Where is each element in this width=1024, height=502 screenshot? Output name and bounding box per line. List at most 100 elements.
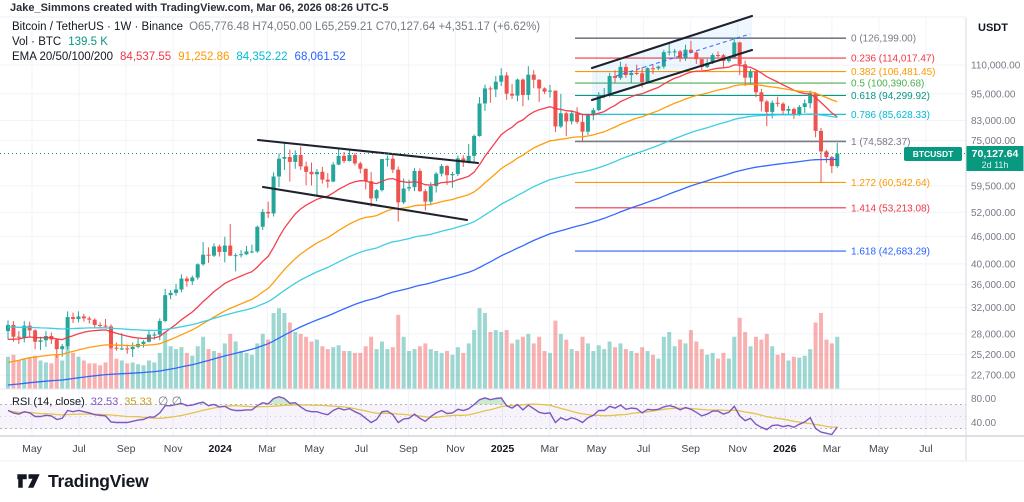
volume-bar xyxy=(239,351,244,389)
candle-body xyxy=(699,59,704,68)
volume-bar xyxy=(591,351,596,389)
volume-bar xyxy=(54,354,59,389)
candle-body xyxy=(282,157,287,159)
candle-body xyxy=(16,336,21,338)
volume-bar xyxy=(38,360,43,389)
fib-label: 0.382 (106,481.45) xyxy=(851,67,936,78)
candle-body xyxy=(336,155,341,165)
volume-bar xyxy=(672,346,677,389)
candle-body xyxy=(791,108,796,116)
volume-bar xyxy=(428,349,433,389)
volume-bar xyxy=(694,341,699,389)
candle-body xyxy=(369,181,374,199)
candle-body xyxy=(417,170,422,192)
volume-bar xyxy=(499,332,504,389)
tradingview-logo[interactable]: TradingView xyxy=(16,470,149,492)
down-channel-upper[interactable] xyxy=(256,138,480,165)
candle-body xyxy=(163,295,168,321)
up-channel-lower[interactable] xyxy=(590,48,754,102)
time-tick-label: May xyxy=(587,443,608,455)
price-tick-label: 59,500.00 xyxy=(971,181,1016,192)
watermark-text: Jake_Simmons created with TradingView.co… xyxy=(10,2,389,14)
candle-body xyxy=(558,113,563,127)
symbol-chip-label: BTCUSDT xyxy=(913,149,954,159)
rsi-band xyxy=(0,404,966,429)
candle-body xyxy=(640,73,645,83)
candle-body xyxy=(748,71,753,78)
volume-bar xyxy=(726,358,731,389)
volume-bar xyxy=(98,365,103,389)
volume-bar xyxy=(797,357,802,389)
volume-bar xyxy=(623,349,628,389)
candle-body xyxy=(591,110,596,116)
candle-body xyxy=(141,341,146,344)
candle-body xyxy=(466,155,471,163)
candle-body xyxy=(390,158,395,170)
volume-bar xyxy=(33,355,38,389)
rsi-pane xyxy=(0,395,966,436)
candle-body xyxy=(531,74,536,80)
volume-bar xyxy=(786,360,791,389)
volume-bar xyxy=(49,363,54,389)
candle-body xyxy=(304,166,309,172)
volume-bar xyxy=(520,336,525,389)
fib-label: 0 (126,199.00) xyxy=(851,34,916,45)
candle-body xyxy=(569,113,574,122)
volume-bar xyxy=(65,343,70,389)
time-tick-label: Nov xyxy=(446,443,465,455)
down-channel-lower[interactable] xyxy=(261,185,469,222)
volume-bar xyxy=(434,351,439,389)
price-axis[interactable]: USDT 110,000.00 95,000.00 83,000.00 75,000.0… xyxy=(971,22,1021,429)
volume-bar xyxy=(477,308,482,389)
time-tick-label: Jul xyxy=(72,443,85,455)
candle-body xyxy=(60,346,65,350)
candle-body xyxy=(342,155,347,162)
volume-bar xyxy=(146,360,151,389)
volume-bar xyxy=(71,352,76,389)
candle-body xyxy=(244,251,249,255)
ema-legend-row[interactable]: EMA 20/50/100/200 84,537.55 91,252.86 84,35… xyxy=(12,51,346,63)
volume-bar xyxy=(358,352,363,389)
candle-body xyxy=(678,51,683,58)
volume-bar xyxy=(201,336,206,389)
symbol-chip xyxy=(904,147,962,161)
volume-bar xyxy=(531,343,536,389)
candle-body xyxy=(548,90,552,92)
volume-bar xyxy=(678,339,683,389)
candle-body xyxy=(233,255,238,257)
volume-bar xyxy=(103,362,108,389)
volume-bar xyxy=(510,343,515,389)
volume-bar xyxy=(163,332,168,389)
candle-body xyxy=(580,121,585,132)
price-tick-label: 32,000.00 xyxy=(971,303,1016,314)
volume-bar xyxy=(775,354,780,389)
time-tick-label: Sep xyxy=(681,443,700,455)
volume-bar xyxy=(347,351,352,389)
price-tick-label: 95,000.00 xyxy=(971,89,1016,100)
candle-body xyxy=(786,108,791,111)
candle-body xyxy=(694,52,699,60)
fib-label: 0.5 (100,390.68) xyxy=(851,79,924,90)
candle-body xyxy=(287,157,292,162)
time-axis[interactable]: May Jul Sep Nov 2024 Mar May Jul Sep Nov 2025 Mar Ma… xyxy=(22,443,933,455)
candle-body xyxy=(33,330,38,342)
candle-body xyxy=(764,101,769,112)
candle-body xyxy=(81,316,86,319)
symbol-legend-row[interactable]: Bitcoin / TetherUS · 1W · Binance O65,776… xyxy=(12,21,540,33)
fib-retracement[interactable]: 0 (126,199.00) 0.236 (114,017.47) 0.382 (1… xyxy=(575,34,936,258)
time-tick-label: May xyxy=(22,443,43,455)
time-tick-label: May xyxy=(869,443,890,455)
up-channel-upper[interactable] xyxy=(590,14,754,70)
price-axis-currency: USDT xyxy=(978,22,1008,34)
volume-legend-row[interactable]: Vol · BTC 139.5 K xyxy=(12,36,108,48)
ema-label: EMA 20/50/100/200 xyxy=(12,51,114,63)
candle-body xyxy=(472,135,477,156)
volume-bar xyxy=(640,347,645,389)
volume-bar xyxy=(439,352,444,389)
candle-body xyxy=(379,159,384,191)
time-tick-label: Mar xyxy=(258,443,277,455)
fib-label: 0.236 (114,017.47) xyxy=(851,54,935,65)
rsi-legend-row[interactable]: RSI (14, close) 32.53 35.33 ∅ ∅ xyxy=(12,394,182,408)
candle-body xyxy=(434,173,439,187)
